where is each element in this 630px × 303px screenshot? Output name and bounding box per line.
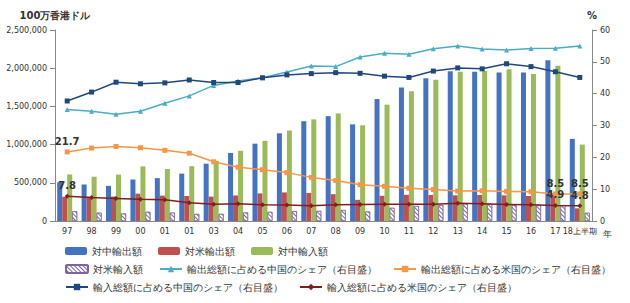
svg-text:輸出総額に占める米国のシェア（右目盛）: 輸出総額に占める米国のシェア（右目盛） bbox=[421, 264, 611, 275]
svg-text:15: 15 bbox=[501, 227, 511, 236]
svg-text:21.7: 21.7 bbox=[55, 136, 80, 147]
svg-text:16: 16 bbox=[526, 227, 536, 236]
svg-text:対中輸入額: 対中輸入額 bbox=[278, 246, 328, 257]
svg-text:1,000,000: 1,000,000 bbox=[6, 140, 47, 149]
svg-text:8.5: 8.5 bbox=[547, 178, 565, 189]
svg-text:0: 0 bbox=[600, 217, 605, 226]
svg-text:100万香港ドル: 100万香港ドル bbox=[20, 10, 92, 21]
svg-text:輸出総額に占める中国のシェア（右目盛）: 輸出総額に占める中国のシェア（右目盛） bbox=[187, 264, 377, 275]
svg-text:13: 13 bbox=[453, 227, 463, 236]
svg-text:4.8: 4.8 bbox=[571, 190, 589, 201]
svg-text:05: 05 bbox=[257, 227, 267, 236]
svg-text:60: 60 bbox=[600, 26, 610, 35]
svg-text:輸入総額に占める米国のシェア（右目盛）: 輸入総額に占める米国のシェア（右目盛） bbox=[327, 282, 517, 293]
svg-text:10: 10 bbox=[600, 185, 610, 194]
svg-text:00: 00 bbox=[135, 227, 145, 236]
svg-text:0: 0 bbox=[42, 217, 47, 226]
svg-text:18上半期: 18上半期 bbox=[563, 227, 597, 236]
svg-text:07: 07 bbox=[306, 227, 316, 236]
svg-text:対中輸出額: 対中輸出額 bbox=[92, 246, 142, 257]
svg-text:2,000,000: 2,000,000 bbox=[6, 64, 47, 73]
svg-text:11: 11 bbox=[404, 227, 414, 236]
svg-text:12: 12 bbox=[428, 227, 438, 236]
svg-text:20: 20 bbox=[600, 153, 610, 162]
svg-text:2,500,000: 2,500,000 bbox=[6, 26, 47, 35]
svg-text:01: 01 bbox=[160, 227, 170, 236]
svg-text:09: 09 bbox=[355, 227, 365, 236]
svg-text:年: 年 bbox=[603, 229, 612, 239]
svg-text:対米輸入額: 対米輸入額 bbox=[93, 264, 143, 275]
svg-text:30: 30 bbox=[600, 121, 610, 130]
svg-text:輸入総額に占める中国のシェア（右目盛）: 輸入総額に占める中国のシェア（右目盛） bbox=[93, 282, 283, 293]
svg-text:8.5: 8.5 bbox=[571, 178, 589, 189]
svg-text:4.9: 4.9 bbox=[547, 189, 565, 200]
svg-text:06: 06 bbox=[282, 227, 292, 236]
svg-text:03: 03 bbox=[209, 227, 219, 236]
svg-text:10: 10 bbox=[379, 227, 389, 236]
svg-text:40: 40 bbox=[600, 89, 610, 98]
svg-text:7.8: 7.8 bbox=[58, 180, 76, 191]
svg-text:97: 97 bbox=[62, 227, 72, 236]
svg-text:08: 08 bbox=[331, 227, 341, 236]
svg-text:99: 99 bbox=[111, 227, 121, 236]
svg-text:対米輸出額: 対米輸出額 bbox=[185, 246, 235, 257]
svg-text:04: 04 bbox=[233, 227, 243, 236]
svg-text:1,500,000: 1,500,000 bbox=[6, 102, 47, 111]
svg-text:50: 50 bbox=[600, 57, 610, 66]
svg-text:98: 98 bbox=[87, 227, 97, 236]
svg-text:14: 14 bbox=[477, 227, 487, 236]
svg-text:17: 17 bbox=[550, 227, 560, 236]
svg-text:500,000: 500,000 bbox=[14, 178, 47, 187]
svg-text:01: 01 bbox=[184, 227, 194, 236]
svg-text:%: % bbox=[587, 10, 597, 21]
